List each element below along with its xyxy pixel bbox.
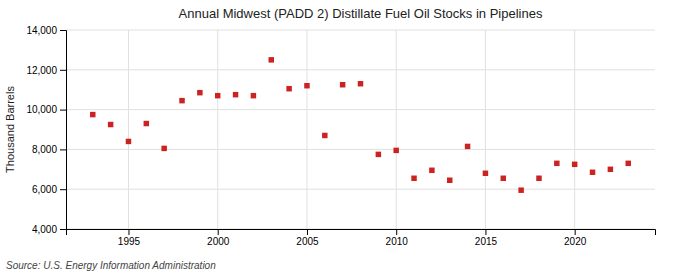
y-tick-label: 4,000 [32,224,57,235]
point [447,178,452,183]
y-grid-line [66,149,655,150]
x-grid-line [485,30,486,229]
y-tick-mark [60,30,66,31]
x-tick-mark [218,229,219,235]
y-tick-label: 10,000 [26,104,57,115]
point [197,90,202,95]
point [429,168,434,173]
grid [66,30,655,229]
point [286,86,291,91]
x-tick: 2015 [475,229,498,247]
y-axis-line [60,31,67,230]
x-axis-line [67,230,656,236]
point [108,122,113,127]
y-tick-mark [60,229,66,230]
y-tick-mark [60,189,66,190]
y-tick-mark [60,70,66,71]
point [554,161,559,166]
point [179,98,184,103]
point [625,161,630,166]
point [126,139,131,144]
point [536,176,541,181]
x-grid-line [128,30,129,229]
point [518,187,523,192]
point [90,112,95,117]
y-grid-line [66,109,655,110]
y-tick-mark [60,110,66,111]
x-tick-label: 2020 [564,236,587,247]
x-grid-line [396,30,397,229]
point [376,152,381,157]
point [233,92,238,97]
y-grid-line [66,30,655,31]
point [304,83,309,88]
x-tick-mark [396,229,397,235]
y-tick: 10,000 [26,104,66,115]
y-tick-label: 14,000 [26,25,57,36]
y-tick-label: 12,000 [26,65,57,76]
x-tick: 2020 [564,229,587,247]
point [483,171,488,176]
x-grid-line [306,30,307,229]
point [358,81,363,86]
y-tick: 4,000 [32,224,66,235]
y-tick-label: 6,000 [32,184,57,195]
x-tick-mark [575,229,576,235]
title: Annual Midwest (PADD 2) Distillate Fuel … [179,6,543,21]
x-tick-mark [307,229,308,235]
x-tick-mark [128,229,129,235]
y-axis: 4,000 6,000 8,000 10,000 12,000 14,000 [26,25,66,235]
y-tick: 14,000 [26,25,66,36]
x-tick-label: 1995 [118,236,141,247]
point [215,93,220,98]
plot-area: 1995 2000 2005 2010 2015 2020 4,000 6,000 8,000 1… [26,25,655,247]
source-annotation: Source: U.S. Energy Information Administ… [6,260,216,271]
y-tick-mark [60,149,66,150]
x-tick-label: 2015 [475,236,498,247]
x-tick: 2005 [296,229,319,247]
point [572,162,577,167]
chart: 1995 2000 2005 2010 2015 2020 4,000 6,000 8,000 1… [0,0,675,275]
x-tick-label: 2000 [207,236,230,247]
y-axis-title: Thousand Barrels [4,86,16,173]
x-tick-label: 2005 [296,236,319,247]
y-tick: 12,000 [26,65,66,76]
x-grid-line [574,30,575,229]
point [251,93,256,98]
x-grid-line [217,30,218,229]
y-grid-line [66,189,655,190]
point [465,144,470,149]
point [269,57,274,62]
x-axis: 1995 2000 2005 2010 2015 2020 [67,229,656,247]
point [501,176,506,181]
point [393,148,398,153]
point [590,170,595,175]
x-tick-mark [485,229,486,235]
points [90,57,631,193]
x-tick-label: 2010 [386,236,409,247]
point [144,121,149,126]
x-tick: 1995 [118,229,141,247]
point [161,146,166,151]
point [608,167,613,172]
y-tick: 6,000 [32,184,66,195]
y-tick-label: 8,000 [32,144,57,155]
x-tick: 2010 [386,229,409,247]
y-tick: 8,000 [32,144,66,155]
point [340,82,345,87]
point [322,133,327,138]
y-grid-line [66,69,655,70]
point [411,176,416,181]
x-tick: 2000 [207,229,230,247]
